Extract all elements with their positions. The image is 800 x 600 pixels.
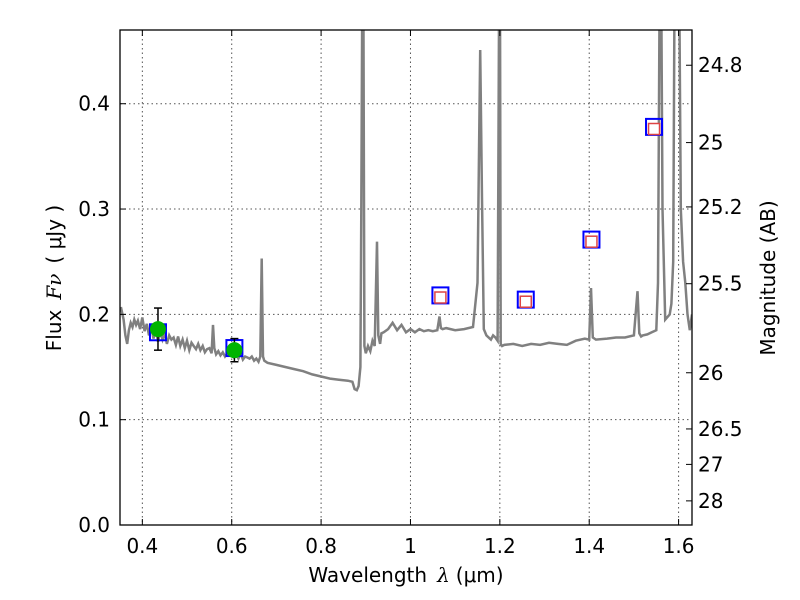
predicted-point [647, 122, 661, 136]
y-axis-label: FluxFν( μJy ) [42, 205, 66, 351]
y2-axis-label: Magnitude (AB) [756, 200, 780, 355]
y-tick-label: 0.4 [78, 92, 110, 116]
y2-tick-label: 25.5 [698, 272, 743, 296]
model-spectrum-line [120, 30, 692, 392]
y2-tick-label: 26 [698, 361, 723, 385]
axis-ticks [120, 30, 692, 526]
y-tick-label: 0.2 [78, 302, 110, 326]
tick-labels: 0.4 0.6 0.8 1 1.2 1.4 1.6 0.0 0.1 0.2 0.3 0.4 24.8 25… [78, 53, 742, 558]
y2-tick-label: 27 [698, 452, 723, 476]
y-tick-label: 0.3 [78, 197, 110, 221]
predicted-point [585, 235, 598, 248]
y2-tick-label: 28 [698, 489, 723, 513]
observed-points [149, 307, 243, 363]
predicted-points [434, 122, 661, 308]
observed-point [226, 342, 243, 359]
plot-frame [119, 29, 693, 526]
plot-area [120, 30, 692, 392]
x-tick-label: 0.4 [126, 534, 158, 558]
y2-tick-label: 24.8 [698, 53, 743, 77]
predicted-point [519, 295, 533, 308]
y-tick-label: 0.0 [78, 513, 110, 537]
y2-tick-label: 25 [698, 131, 723, 155]
x-tick-label: 0.8 [305, 534, 337, 558]
x-tick-label: 1 [404, 534, 417, 558]
y2-tick-label: 26.5 [698, 417, 743, 441]
x-axis-label: Wavelength λ (μm) [308, 563, 503, 587]
x-tick-label: 1.2 [484, 534, 516, 558]
y2-tick-label: 25.2 [698, 195, 743, 219]
observed-point [149, 321, 166, 338]
x-tick-label: 0.6 [216, 534, 248, 558]
y-tick-label: 0.1 [78, 408, 110, 432]
x-tick-label: 1.4 [573, 534, 605, 558]
predicted-point [434, 291, 447, 304]
x-tick-label: 1.6 [663, 534, 695, 558]
